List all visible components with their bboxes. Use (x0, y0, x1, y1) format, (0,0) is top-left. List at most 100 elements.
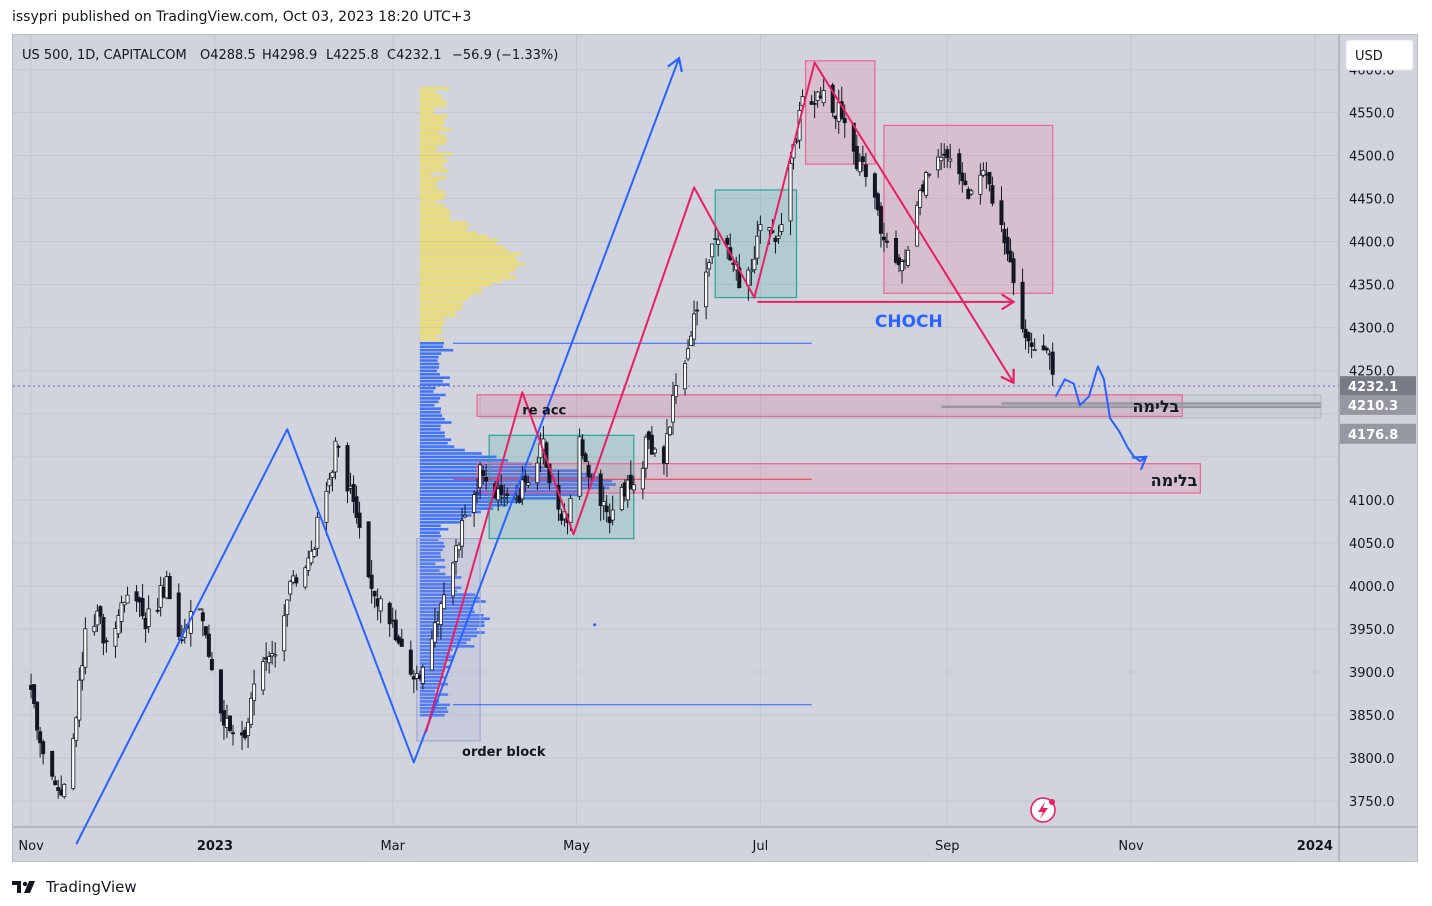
volume-profile-bar (419, 331, 443, 335)
time-tick-label: Mar (380, 839, 405, 854)
volume-profile-bar (419, 218, 450, 221)
flash-icon[interactable] (1030, 797, 1056, 823)
volume-profile-bar (419, 104, 446, 107)
candle-body (56, 787, 61, 791)
candle-body (960, 172, 965, 182)
candle-body (481, 470, 486, 476)
candle-body (713, 238, 718, 240)
candle-body (767, 227, 772, 231)
volume-profile-bar (419, 614, 484, 617)
volume-profile-bar (419, 300, 463, 304)
volume-profile-bar (419, 307, 462, 311)
volume-profile-bar (419, 345, 444, 349)
volume-profile-bar (419, 521, 460, 524)
volume-profile-bar (419, 238, 499, 242)
volume-profile-bar (419, 555, 441, 559)
currency-button[interactable]: USD (1345, 39, 1414, 71)
volume-profile-bar (419, 700, 440, 703)
candle-body (990, 185, 995, 204)
candle-body (252, 683, 257, 702)
price-tick-label: 3850.0 (1349, 709, 1395, 724)
currency-label: USD (1355, 49, 1383, 64)
price-zone (416, 538, 481, 742)
volume-profile-bar (419, 207, 448, 211)
volume-profile-bar (419, 338, 444, 342)
candle-body (122, 601, 127, 606)
candle-body (230, 732, 235, 735)
candle-body (936, 156, 941, 171)
price-tick-label: 3950.0 (1349, 623, 1395, 638)
candle-body (50, 750, 55, 777)
candle-body (218, 669, 223, 714)
time-axis-panel[interactable] (13, 827, 1417, 861)
candle-body (333, 440, 338, 473)
volume-profile-bar (419, 376, 450, 380)
volume-profile-bar (419, 524, 441, 528)
volume-profile-bar (419, 90, 436, 94)
volume-profile-bar (419, 348, 454, 352)
candle-body (1002, 228, 1007, 244)
candle-body (776, 235, 781, 239)
candle-body (619, 487, 624, 511)
volume-profile-bar (419, 500, 523, 503)
volume-profile-bar (419, 558, 445, 562)
volume-profile-bar (419, 228, 467, 231)
plot-area[interactable] (13, 35, 1339, 827)
price-tick-label: 4550.0 (1349, 106, 1395, 121)
candle-body (441, 594, 446, 610)
blue-arrow-head (667, 56, 683, 73)
candle-body (963, 180, 968, 186)
candle-body (41, 741, 46, 755)
volume-profile-bar (419, 469, 578, 472)
volume-profile-bar (419, 445, 455, 448)
volume-profile-bar (419, 162, 443, 166)
volume-profile-bar (419, 328, 442, 331)
volume-profile-bar (419, 335, 437, 338)
chart-frame[interactable] (12, 34, 1418, 862)
candle-body (875, 193, 880, 211)
candle-body (692, 313, 697, 340)
candle-body (95, 610, 100, 626)
volume-profile-bar (419, 114, 448, 118)
candle-body (1050, 351, 1055, 375)
tradingview-brand: TradingView (46, 878, 137, 896)
candle-body (134, 591, 139, 602)
volume-profile-bar (419, 417, 445, 421)
candle-body (842, 117, 847, 124)
volume-profile-bar (419, 149, 438, 152)
volume-profile-bar (419, 586, 462, 590)
volume-profile-bar (419, 369, 437, 373)
candle-body (610, 509, 615, 521)
candle-body (601, 501, 606, 507)
tradingview-logo-icon (12, 881, 35, 893)
legend-open: O4288.5 (200, 48, 256, 63)
volume-profile-bar (419, 255, 516, 259)
candle-body (674, 385, 679, 398)
volume-profile-bar (419, 190, 445, 194)
candle-body (1044, 347, 1049, 351)
candle-body (454, 545, 459, 562)
volume-profile-bar (419, 552, 441, 555)
volume-profile-bar (419, 631, 485, 634)
candle-body (200, 612, 205, 622)
volume-profile-bar (419, 562, 436, 565)
price-zone (883, 124, 1054, 294)
volume-profile-bar (419, 386, 436, 390)
volume-profile-bar (419, 462, 532, 466)
candle-body (788, 163, 793, 222)
volume-profile-bar (419, 434, 446, 438)
volume-profile-bar (419, 514, 472, 517)
volume-profile-bar (419, 100, 448, 104)
candle-body (285, 599, 290, 616)
volume-profile-bar (419, 452, 482, 455)
price-tick-label: 3900.0 (1349, 666, 1395, 681)
candle-body (372, 590, 377, 597)
candle-body (857, 160, 862, 173)
time-tick-label: Nov (18, 839, 44, 854)
volume-profile-bar (419, 507, 494, 510)
volume-profile-bar (419, 311, 456, 314)
candle-body (460, 520, 465, 547)
candle-body (282, 615, 287, 652)
candle-body (918, 190, 923, 208)
